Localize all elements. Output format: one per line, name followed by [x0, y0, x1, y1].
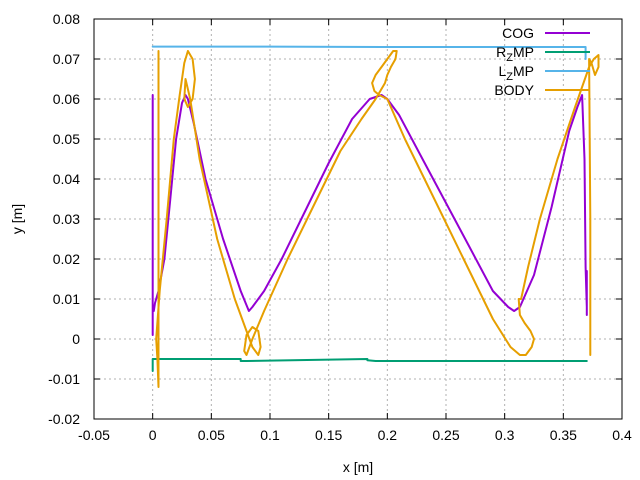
legend-label-cog: COG — [502, 25, 534, 41]
y-tick-label: 0.08 — [53, 11, 80, 27]
x-tick-label: -0.05 — [78, 427, 110, 443]
legend-label-lzmp: LZMP — [498, 63, 534, 83]
series-line-lzmp — [151, 45, 587, 60]
x-tick-label: 0.15 — [315, 427, 342, 443]
x-tick-label: 0.2 — [378, 427, 398, 443]
legend-label-rzmp: RZMP — [496, 44, 534, 64]
y-tick-label: 0.06 — [53, 91, 80, 107]
y-tick-label: 0.05 — [53, 131, 80, 147]
y-tick-label: 0.02 — [53, 251, 80, 267]
x-axis-label: x [m] — [343, 459, 373, 475]
y-axis-label: y [m] — [9, 204, 25, 234]
x-tick-label: 0 — [149, 427, 157, 443]
y-tick-labels: -0.02 -0.01 0 0.01 0.02 0.03 0.04 0.05 0.06 0.07 0… — [48, 11, 80, 427]
x-tick-label: 0.3 — [495, 427, 515, 443]
x-tick-label: 0.25 — [432, 427, 459, 443]
x-tick-label: 0.05 — [198, 427, 225, 443]
series-line-cog — [151, 94, 588, 336]
y-tick-label: 0.01 — [53, 291, 80, 307]
axis-ticks — [93, 18, 623, 420]
legend-label-body: BODY — [494, 82, 534, 98]
y-tick-label: 0.07 — [53, 51, 80, 67]
x-tick-label: 0.4 — [612, 427, 632, 443]
y-tick-label: 0.04 — [53, 171, 80, 187]
x-tick-labels: -0.05 0 0.05 0.1 0.15 0.2 0.25 0.3 0.35 0.4 — [78, 427, 632, 443]
series-line-body — [155, 50, 600, 388]
plot-area — [151, 45, 600, 388]
x-tick-label: 0.1 — [260, 427, 280, 443]
y-tick-label: 0 — [72, 331, 80, 347]
x-tick-label: 0.35 — [550, 427, 577, 443]
y-tick-label: -0.02 — [48, 411, 80, 427]
y-tick-label: 0.03 — [53, 211, 80, 227]
series-line-rzmp — [151, 358, 588, 372]
y-tick-label: -0.01 — [48, 371, 80, 387]
